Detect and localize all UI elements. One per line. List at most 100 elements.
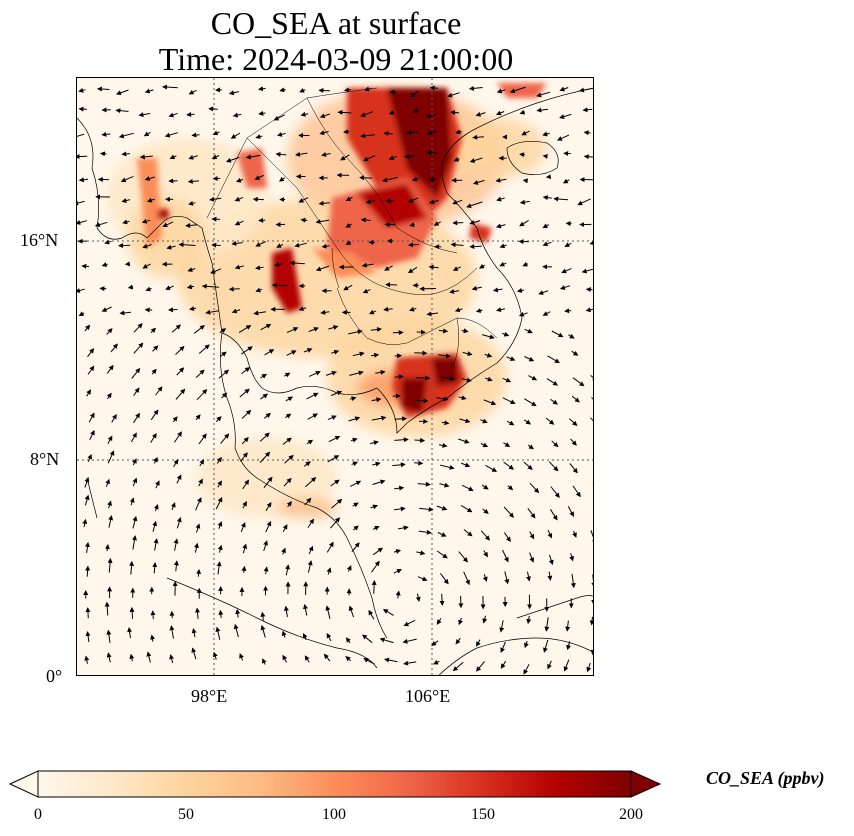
wind-arrow: [320, 309, 330, 315]
wind-arrow: [519, 199, 530, 205]
wind-arrow: [285, 396, 294, 402]
wind-arrow: [471, 285, 482, 291]
wind-arrow: [216, 561, 222, 575]
wind-arrow: [496, 307, 506, 313]
wind-arrow: [215, 496, 223, 510]
wind-arrow: [542, 241, 552, 247]
wind-arrow: [436, 396, 449, 402]
wind-arrow: [384, 265, 393, 271]
map-canvas: [77, 78, 593, 675]
wind-arrow: [340, 154, 350, 161]
wind-arrow: [328, 325, 339, 330]
wind-arrow: [485, 376, 493, 382]
wind-arrow: [150, 432, 157, 443]
wind-arrow: [215, 416, 222, 423]
wind-arrow: [119, 310, 132, 316]
wind-arrow: [298, 197, 309, 203]
wind-arrow: [87, 365, 95, 375]
wind-arrow: [194, 542, 199, 553]
wind-arrow: [215, 626, 221, 640]
wind-arrow: [193, 324, 205, 334]
wind-arrow: [416, 550, 426, 556]
wind-arrow: [372, 479, 386, 485]
wind-arrow: [255, 134, 263, 139]
wind-arrow: [260, 373, 267, 379]
wind-arrow: [234, 264, 245, 270]
wind-arrow: [242, 501, 247, 509]
wind-arrow: [502, 377, 512, 383]
wind-arrow: [106, 392, 112, 400]
wind-arrow: [393, 569, 402, 574]
wind-arrow: [277, 131, 286, 137]
wind-arrow: [198, 433, 207, 445]
wind-arrow: [440, 573, 449, 585]
wind-arrow: [176, 474, 182, 484]
wind-arrow: [218, 609, 224, 618]
wind-arrow: [564, 242, 572, 247]
wind-arrow: [569, 463, 578, 474]
wind-arrow: [502, 549, 509, 563]
wind-arrow: [371, 580, 377, 594]
wind-arrow: [198, 478, 203, 487]
wind-arrow: [178, 242, 196, 248]
wind-arrow: [265, 501, 272, 512]
wind-arrow: [143, 131, 151, 137]
wind-arrow: [566, 641, 572, 651]
wind-arrow: [165, 285, 174, 290]
wind-arrow: [524, 328, 533, 334]
wind-arrow: [208, 106, 218, 112]
wind-arrow: [308, 370, 321, 377]
wind-arrow: [523, 663, 530, 675]
wind-arrow: [106, 629, 112, 643]
wind-arrow: [286, 500, 292, 508]
wind-arrow: [173, 538, 179, 551]
wind-arrow: [187, 178, 200, 184]
wind-arrow: [286, 327, 299, 334]
wind-arrow: [570, 573, 576, 589]
wind-arrow: [447, 92, 460, 98]
wind-arrow: [495, 110, 505, 116]
wind-arrow: [544, 617, 550, 632]
wind-arrow: [168, 307, 178, 313]
wind-arrow: [274, 262, 283, 267]
wind-arrow: [529, 552, 535, 563]
wind-arrow: [218, 369, 230, 379]
wind-arrow: [77, 133, 85, 137]
wind-arrow: [427, 130, 437, 135]
wind-arrow: [120, 175, 134, 183]
colorbar-label: CO_SEA (ppbv): [706, 768, 825, 788]
wind-arrow: [516, 288, 525, 293]
wind-arrow: [452, 199, 463, 205]
wind-arrow: [155, 480, 160, 489]
wind-arrow: [351, 461, 359, 467]
wind-arrow: [590, 649, 593, 656]
wind-arrow: [101, 306, 112, 312]
wind-arrow: [232, 112, 242, 118]
wind-arrow: [452, 266, 461, 271]
wind-arrow: [506, 356, 516, 361]
wind-arrow: [568, 333, 575, 339]
wind-arrow: [238, 325, 252, 334]
wind-arrow: [466, 201, 483, 209]
wind-arrow: [326, 567, 332, 575]
wind-arrow: [150, 610, 156, 619]
wind-arrow: [480, 418, 488, 424]
wind-arrow: [306, 439, 314, 445]
wind-arrow: [364, 86, 372, 92]
wind-arrow: [433, 221, 441, 226]
wind-arrow: [436, 505, 448, 511]
wind-arrow: [132, 458, 137, 466]
wind-arrow: [172, 416, 178, 423]
wind-arrow: [583, 130, 591, 136]
wind-arrow: [129, 606, 135, 619]
wind-arrow: [194, 607, 200, 619]
wind-arrow: [308, 545, 314, 555]
wind-arrow: [304, 655, 310, 663]
wind-arrow: [499, 261, 507, 267]
wind-arrow: [173, 431, 182, 443]
wind-arrow: [121, 151, 131, 157]
wind-arrow: [325, 605, 331, 619]
lon-label-106e: 106°E: [405, 686, 451, 706]
wind-arrow: [240, 522, 246, 532]
wind-arrow: [217, 480, 222, 488]
